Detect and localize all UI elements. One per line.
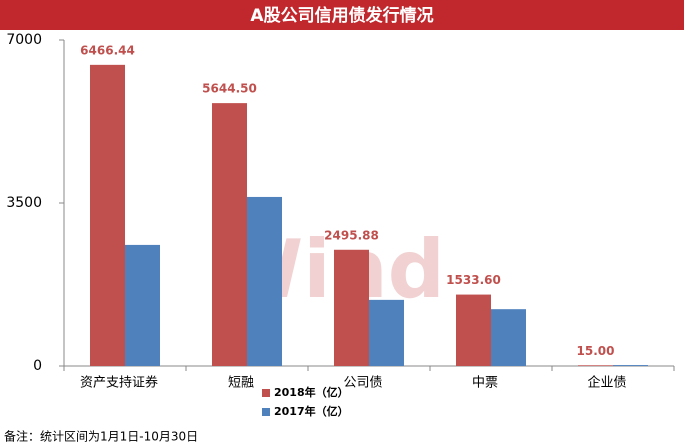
data-label: 1533.60 (446, 273, 501, 287)
bar (456, 294, 491, 366)
data-label: 5644.50 (202, 82, 257, 96)
chart-title: A股公司信用债发行情况 (250, 5, 433, 26)
x-tick-label: 中票 (472, 376, 498, 391)
y-tick-label: 7000 (6, 32, 42, 48)
x-tick-label: 企业债 (587, 375, 626, 391)
data-label: 2495.88 (324, 228, 379, 242)
bar (247, 196, 282, 366)
bar (578, 365, 613, 366)
x-tick-label: 资产支持证券 (80, 375, 158, 391)
legend-label: 2018年（亿） (274, 385, 349, 399)
title-bar (0, 0, 684, 30)
y-tick-label: 3500 (6, 195, 42, 211)
bar (369, 299, 404, 366)
x-tick-label: 短融 (228, 376, 254, 391)
data-label: 15.00 (577, 344, 615, 358)
note: 备注：统计区间为1月1日-10月30日 (4, 429, 198, 444)
legend-label: 2017年（亿） (274, 404, 349, 418)
data-label: 6466.44 (80, 43, 135, 57)
bar (212, 103, 247, 367)
y-tick-label: 0 (33, 358, 42, 374)
legend-swatch (262, 389, 270, 397)
bar (125, 244, 160, 366)
bar (334, 249, 369, 366)
bar (491, 309, 526, 366)
x-tick-label: 公司债 (343, 376, 382, 391)
legend-swatch (262, 408, 270, 416)
bar (613, 365, 648, 366)
bar (90, 64, 125, 367)
